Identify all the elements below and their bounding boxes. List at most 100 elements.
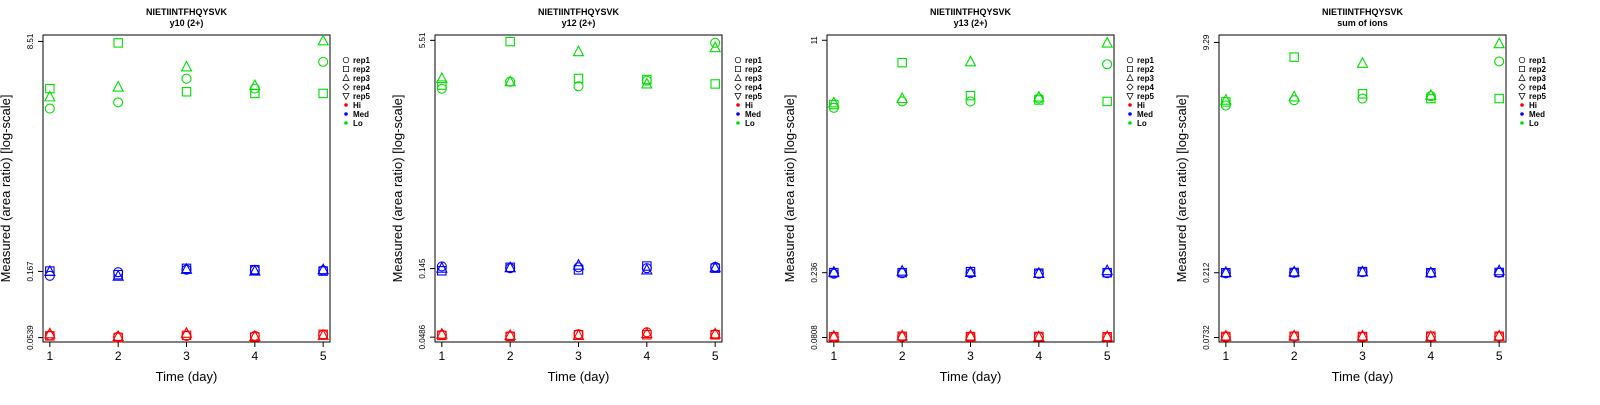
y-tick-label: 0.0808 xyxy=(810,325,819,350)
legend-label-rep5: rep5 xyxy=(353,92,370,101)
data-point-lo-rep3 xyxy=(504,75,517,87)
data-point-lo-rep3 xyxy=(709,41,722,53)
legend-label-rep2: rep2 xyxy=(353,65,370,74)
x-tick-label: 5 xyxy=(320,349,327,363)
y-tick-label: 11 xyxy=(810,36,819,45)
legend-label-lo: Lo xyxy=(1529,119,1539,128)
y-tick-label: 0.145 xyxy=(418,258,427,279)
data-point-hi-rep3 xyxy=(1032,330,1045,342)
data-point-hi-rep2 xyxy=(113,332,123,343)
x-tick-label: 3 xyxy=(967,349,974,363)
data-point-med-rep3 xyxy=(709,261,722,273)
plot-frame xyxy=(42,34,331,343)
y-axis-label: Measured (area ratio) [log-scale] xyxy=(390,95,405,283)
chart-subtitle: y13 (2+) xyxy=(954,18,988,28)
legend-marker-group xyxy=(1518,73,1526,81)
data-point-med-rep3 xyxy=(1424,266,1437,278)
legend-label-rep5: rep5 xyxy=(1137,92,1154,101)
legend-marker-group xyxy=(342,56,350,64)
data-point-lo-rep2 xyxy=(437,80,447,90)
y-axis-label: Measured (area ratio) [log-scale] xyxy=(1174,95,1189,283)
data-point-hi-rep3 xyxy=(43,327,56,339)
y-axis-label: Measured (area ratio) [log-scale] xyxy=(0,95,13,283)
legend-marker-rep3 xyxy=(734,73,742,81)
x-tick-label: 5 xyxy=(1104,349,1111,363)
data-point-hi-rep3 xyxy=(180,326,193,338)
legend-marker-group xyxy=(342,73,350,81)
y-axis-label: Measured (area ratio) [log-scale] xyxy=(782,95,797,283)
data-point-med-rep1 xyxy=(249,265,260,276)
x-tick-label: 3 xyxy=(575,349,582,363)
data-point-hi-rep3 xyxy=(827,329,840,341)
legend-marker-rep5 xyxy=(734,93,742,101)
x-tick-label: 1 xyxy=(830,349,837,363)
x-tick-label: 2 xyxy=(899,349,906,363)
data-point-lo-rep1 xyxy=(965,96,976,107)
data-point-hi-rep3 xyxy=(572,328,585,340)
legend-label-rep3: rep3 xyxy=(1137,74,1154,83)
data-point-hi-rep3 xyxy=(1356,329,1369,341)
legend-marker-group xyxy=(342,93,350,101)
legend-marker-group xyxy=(1127,66,1133,72)
data-point-hi-rep2 xyxy=(642,330,652,340)
data-point-hi-rep3 xyxy=(248,329,261,341)
data-point-lo-rep1 xyxy=(318,56,329,67)
legend-dot-med xyxy=(1128,112,1132,116)
x-tick-label: 4 xyxy=(251,349,258,363)
data-point-hi-rep3 xyxy=(709,327,722,339)
legend-dot-lo xyxy=(1520,121,1524,125)
legend-marker-rep2 xyxy=(735,66,741,72)
chart-title: NIETIINTFHQYSVK xyxy=(930,7,1012,17)
legend-dot-lo xyxy=(736,121,740,125)
data-point-med-rep2 xyxy=(573,265,584,275)
legend-marker-group xyxy=(1518,56,1526,64)
data-point-hi-rep3 xyxy=(1101,329,1114,342)
x-tick-label: 3 xyxy=(1359,349,1366,363)
chart-subtitle: y12 (2+) xyxy=(562,18,596,28)
data-point-lo-rep2 xyxy=(965,90,976,101)
legend-label-rep3: rep3 xyxy=(353,74,370,83)
data-point-hi-rep3 xyxy=(317,328,330,340)
data-point-med-rep3 xyxy=(827,265,840,277)
data-point-med-rep3 xyxy=(317,263,330,275)
x-tick-label: 1 xyxy=(1222,349,1229,363)
data-point-med-rep3 xyxy=(1101,263,1114,276)
legend-marker-rep1 xyxy=(1518,56,1526,64)
legend-label-rep4: rep4 xyxy=(353,83,370,92)
data-point-lo-rep2 xyxy=(573,73,584,84)
data-point-hi-rep2 xyxy=(710,330,720,340)
legend-marker-rep3 xyxy=(1126,73,1134,81)
data-point-lo-rep1 xyxy=(828,102,839,113)
legend-marker-group xyxy=(734,73,742,81)
data-point-med-rep3 xyxy=(435,261,448,273)
data-point-hi-rep2 xyxy=(897,331,907,341)
data-point-hi-rep2 xyxy=(250,332,260,342)
legend-marker-group xyxy=(1519,66,1525,72)
legend-marker-rep5 xyxy=(1126,93,1134,101)
legend-label-rep2: rep2 xyxy=(1529,65,1546,74)
legend-marker-group xyxy=(734,83,742,91)
data-points xyxy=(1219,37,1506,342)
data-point-lo-rep1 xyxy=(436,83,447,94)
data-point-lo-rep3 xyxy=(896,91,909,104)
data-point-med-rep3 xyxy=(112,269,125,281)
data-point-lo-rep2 xyxy=(505,36,515,47)
legend-marker-group xyxy=(1126,56,1134,64)
legend-label-rep1: rep1 xyxy=(1529,56,1546,65)
data-point-lo-rep3 xyxy=(640,77,653,89)
legend-label-med: Med xyxy=(1529,110,1545,119)
legend-marker-rep2 xyxy=(1127,66,1133,72)
y-tick-label: 8.51 xyxy=(26,33,35,49)
data-point-lo-rep3 xyxy=(43,90,56,102)
y-tick-label: 5.51 xyxy=(418,32,427,48)
y-tick-label: 0.0486 xyxy=(418,324,427,349)
data-point-med-rep3 xyxy=(248,264,261,276)
legend-marker-group xyxy=(1126,83,1134,91)
legend-label-hi: Hi xyxy=(1137,101,1145,110)
plot-frame xyxy=(434,34,723,343)
legend-label-rep5: rep5 xyxy=(1529,92,1546,101)
legend-marker-group xyxy=(735,66,741,72)
